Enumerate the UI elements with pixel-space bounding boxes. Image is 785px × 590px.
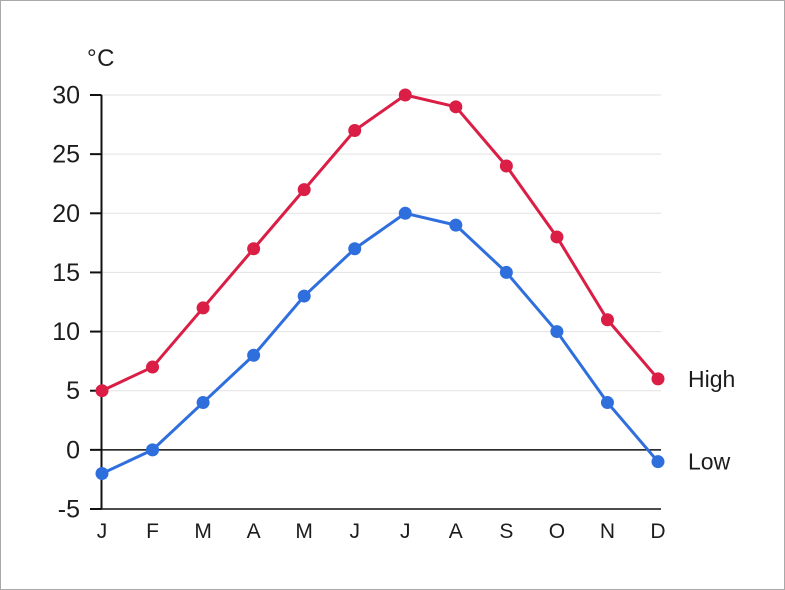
low-series-point (499, 265, 513, 279)
y-tick-label: 15 (52, 259, 80, 287)
low-series-line (100, 211, 660, 476)
high-series-point (550, 230, 564, 244)
high-series-line (100, 93, 660, 393)
low-series-point (196, 396, 210, 410)
low-series-point (398, 206, 412, 220)
high-series-point (95, 384, 109, 398)
high-series-point (449, 100, 463, 114)
y-tick-label: -5 (58, 496, 80, 524)
y-tick-label: 25 (52, 141, 80, 169)
y-tick-label: 10 (52, 318, 80, 346)
y-tick-label: 30 (52, 82, 80, 110)
x-tick-label: J (400, 520, 411, 543)
low-series-point (449, 218, 463, 232)
x-tick-label: J (97, 520, 108, 543)
y-tick-label: 5 (66, 377, 80, 405)
low-series-point (297, 289, 311, 303)
low-series-point (651, 455, 665, 469)
high-series-point (600, 313, 614, 327)
x-tick-label: M (295, 520, 313, 543)
x-tick-label: A (247, 520, 261, 543)
y-axis-unit-label: °C (87, 45, 115, 72)
low-series-point (550, 325, 564, 339)
low-series-point (95, 467, 109, 481)
x-tick-label: D (650, 520, 665, 543)
high-series-point (499, 159, 513, 173)
low-series-point (348, 242, 362, 256)
high-series-label: High (688, 366, 735, 392)
x-tick-label: M (194, 520, 212, 543)
y-tick-label: 20 (52, 200, 80, 228)
x-tick-label: S (499, 520, 513, 543)
high-series-point (297, 183, 311, 197)
low-series-point (146, 443, 160, 457)
x-tick-label: J (349, 520, 360, 543)
x-tick-label: N (600, 520, 615, 543)
y-tick-label: 0 (66, 436, 80, 464)
high-series-point (247, 242, 261, 256)
x-tick-label: F (146, 520, 159, 543)
low-series-point (600, 396, 614, 410)
low-series-point (247, 348, 261, 362)
low-series-label: Low (688, 449, 731, 475)
high-series-point (196, 301, 210, 315)
x-tick-label: O (549, 520, 565, 543)
high-series-point (398, 88, 412, 102)
x-tick-label: A (449, 520, 463, 543)
high-series-point (146, 360, 160, 374)
high-series-point (348, 123, 362, 137)
high-series-point (651, 372, 665, 386)
